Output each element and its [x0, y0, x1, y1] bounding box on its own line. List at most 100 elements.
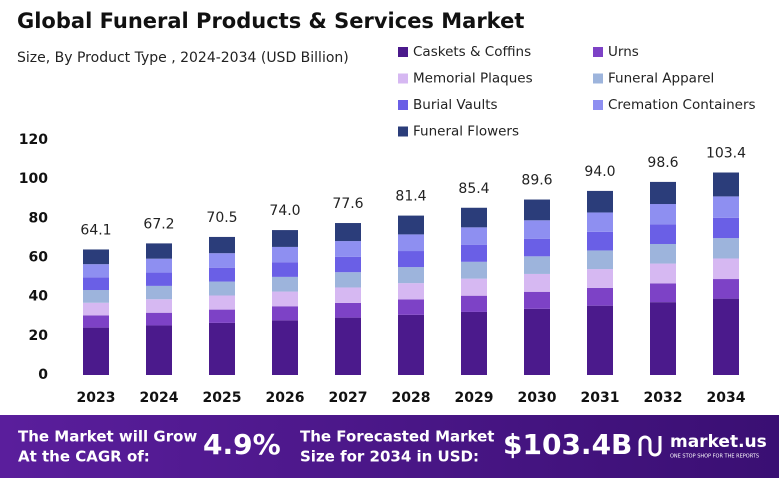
legend-label: Urns — [608, 44, 639, 60]
bar-segment — [461, 261, 487, 279]
bar-segment — [146, 299, 172, 313]
bar-segment — [335, 317, 361, 375]
brand-tagline: ONE STOP SHOP FOR THE REPORTS — [670, 454, 759, 460]
legend-swatch — [398, 73, 408, 84]
total-label: 74.0 — [269, 203, 300, 219]
x-tick-label: 2031 — [581, 390, 620, 406]
bar-segment — [587, 269, 613, 288]
bar-segment — [209, 322, 235, 375]
y-tick-label: 0 — [38, 367, 48, 383]
bar-segment — [146, 258, 172, 273]
x-tick-label: 2023 — [77, 390, 116, 406]
bar-segment — [83, 249, 109, 265]
x-tick-label: 2026 — [266, 390, 305, 406]
bar-segment — [713, 279, 739, 299]
bar-segment — [587, 212, 613, 232]
brand-name: market.us — [670, 432, 767, 452]
total-label: 98.6 — [647, 155, 678, 171]
bar-segment — [587, 305, 613, 375]
bar-segment — [398, 283, 424, 300]
bar-segment — [83, 327, 109, 375]
bar-segment — [650, 263, 676, 284]
bar-segment — [713, 217, 739, 239]
bar-segment — [524, 220, 550, 239]
bar-segment — [524, 273, 550, 292]
bar-segment — [335, 272, 361, 288]
bar-segment — [272, 291, 298, 307]
footer-forecast: $103.4B — [503, 428, 632, 461]
bar-segment — [650, 243, 676, 264]
legend-label: Funeral Apparel — [608, 71, 714, 87]
bar-segment — [272, 230, 298, 247]
bar-segment — [335, 223, 361, 242]
bar-segment — [713, 172, 739, 197]
bar-segment — [272, 246, 298, 263]
legend-swatch — [398, 47, 408, 57]
y-tick-label: 100 — [19, 171, 48, 187]
bar-segment — [398, 251, 424, 268]
total-label: 77.6 — [332, 196, 363, 212]
total-label: 103.4 — [706, 146, 746, 162]
bar-segment — [587, 231, 613, 251]
bar-segment — [272, 276, 298, 292]
bar-segment — [398, 314, 424, 375]
y-tick-label: 40 — [29, 289, 49, 305]
legend-swatch — [398, 100, 408, 110]
total-label: 64.1 — [80, 222, 111, 238]
x-tick-label: 2025 — [203, 390, 242, 406]
bar-segment — [650, 302, 676, 375]
y-tick-label: 80 — [29, 210, 49, 226]
y-tick-label: 60 — [29, 250, 49, 266]
bar-segment — [461, 278, 487, 296]
x-tick-label: 2027 — [329, 390, 368, 406]
footer-banner — [0, 415, 779, 478]
legend-swatch — [593, 100, 603, 110]
bar-segment — [272, 320, 298, 375]
bar-segment — [209, 281, 235, 296]
bar-segment — [209, 309, 235, 323]
bar-segment — [398, 267, 424, 284]
bar-segment — [335, 287, 361, 303]
bar-segment — [209, 295, 235, 310]
bar-segment — [650, 181, 676, 205]
bar-segment — [209, 253, 235, 268]
total-label: 81.4 — [395, 189, 426, 205]
legend-label: Memorial Plaques — [413, 71, 533, 87]
y-tick-label: 20 — [29, 328, 49, 344]
bar-segment — [587, 250, 613, 270]
bar-segment — [398, 234, 424, 252]
bar-segment — [524, 238, 550, 257]
bar-segment — [398, 299, 424, 315]
bar-segment — [461, 227, 487, 245]
bar-segment — [83, 290, 109, 303]
bar-segment — [461, 244, 487, 262]
bar-segment — [83, 302, 109, 316]
x-tick-label: 2024 — [140, 390, 179, 406]
legend-swatch — [593, 47, 603, 57]
legend-swatch — [593, 73, 603, 84]
chart-title: Global Funeral Products & Services Marke… — [17, 9, 524, 33]
legend-label: Funeral Flowers — [413, 124, 519, 140]
bar-segment — [461, 295, 487, 312]
x-tick-label: 2030 — [518, 390, 557, 406]
bar-segment — [587, 287, 613, 306]
footer-text: The Forecasted Market — [300, 428, 494, 446]
footer-cagr: 4.9% — [203, 428, 281, 461]
bar-segment — [650, 283, 676, 303]
total-label: 94.0 — [584, 164, 615, 180]
bar-segment — [335, 241, 361, 257]
legend-label: Caskets & Coffins — [413, 44, 531, 60]
brand-logo — [638, 435, 662, 457]
bar-segment — [713, 298, 739, 375]
bar-segment — [146, 285, 172, 300]
bar-segment — [146, 243, 172, 259]
bar-segment — [461, 207, 487, 228]
footer-text: At the CAGR of: — [18, 448, 150, 466]
bar-segment — [83, 264, 109, 278]
bar-segment — [524, 199, 550, 221]
bar-segment — [713, 258, 739, 280]
legend-label: Cremation Containers — [608, 97, 756, 113]
bar-segment — [335, 302, 361, 318]
